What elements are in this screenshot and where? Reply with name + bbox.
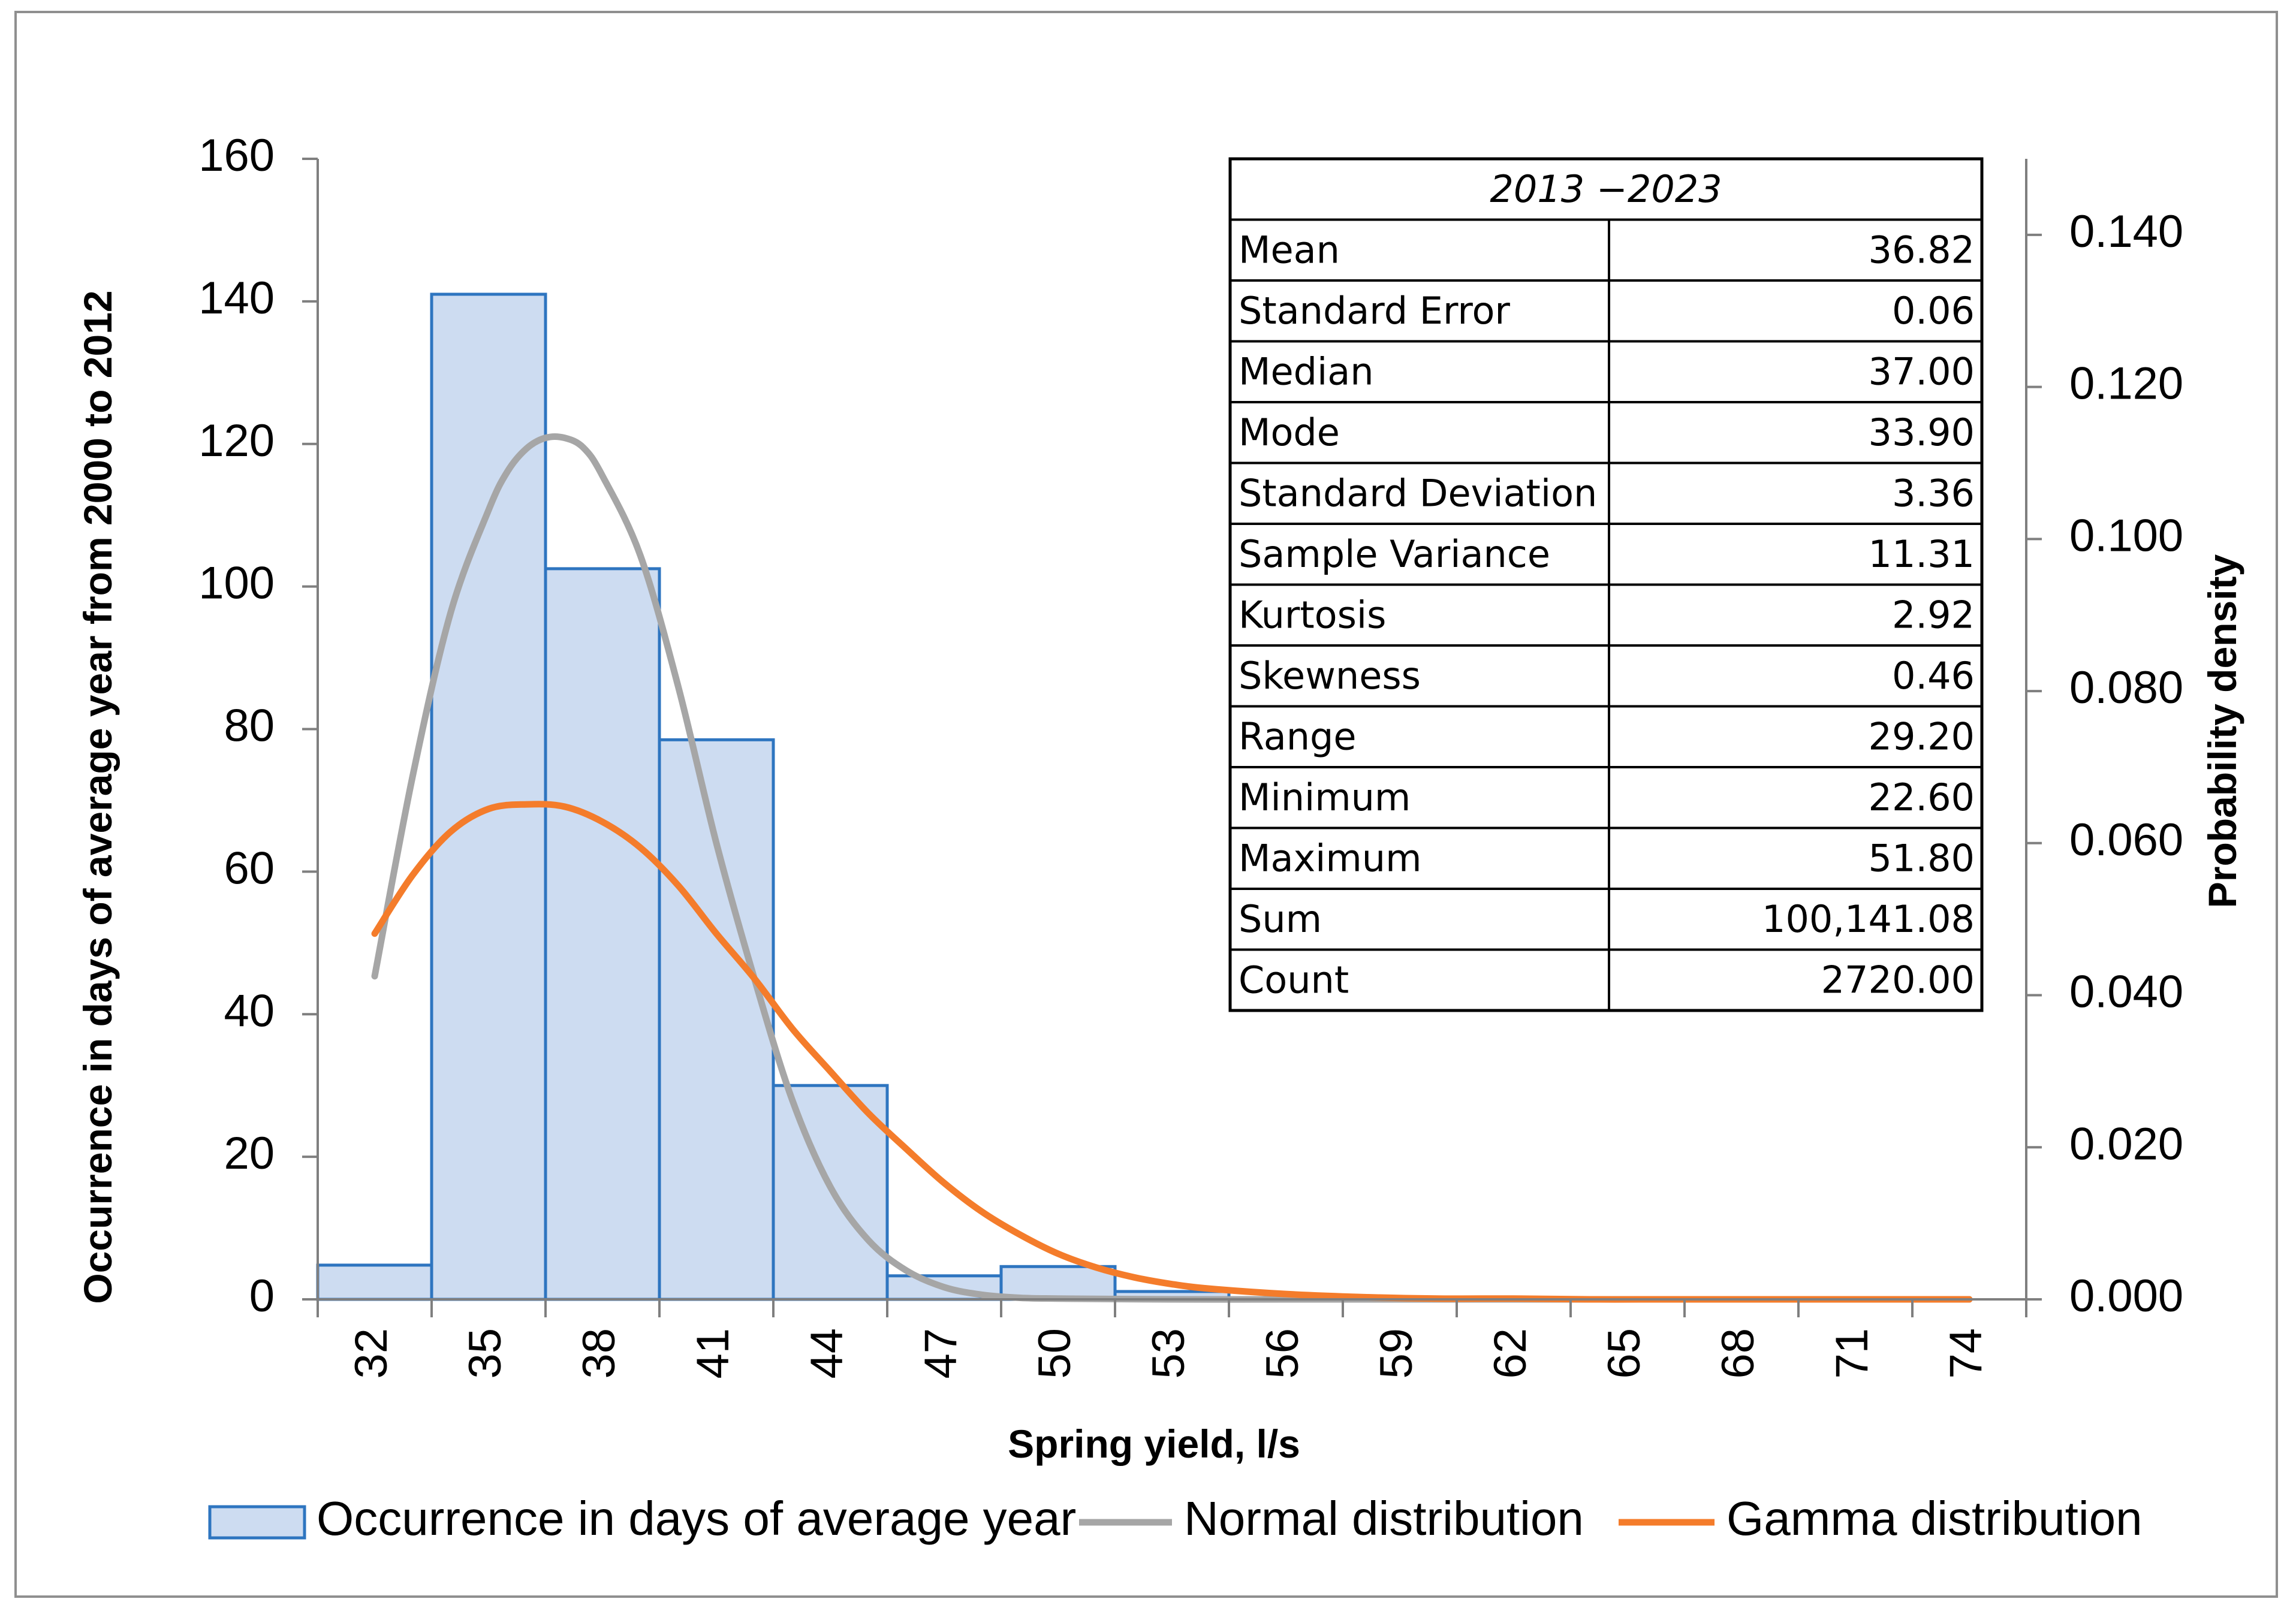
histogram-bar-41 xyxy=(658,738,775,1301)
stats-label: Maximum xyxy=(1239,836,1422,880)
stats-value: 0.06 xyxy=(1892,289,1975,333)
stats-label: Median xyxy=(1239,349,1374,393)
stats-table-title: 2013 −2023 xyxy=(1490,167,1722,211)
stats-label: Standard Deviation xyxy=(1239,471,1597,515)
histogram-bar-32 xyxy=(316,1263,433,1301)
y2-tick-label: 0.100 xyxy=(2069,510,2183,561)
stats-value: 2720.00 xyxy=(1821,958,1975,1001)
y-tick-labels: 0 20 40 60 80 100 120 140 160 xyxy=(198,130,275,1322)
y2-tick-label: 0.020 xyxy=(2069,1118,2183,1169)
stats-value: 3.36 xyxy=(1892,471,1975,515)
x-tick-labels: 32 35 38 41 44 47 50 53 56 59 62 65 68 71 74 xyxy=(346,1328,1991,1379)
stats-value: 100,141.08 xyxy=(1762,897,1975,941)
y2-tick-label: 0.140 xyxy=(2069,206,2183,257)
y-tick-label: 160 xyxy=(198,130,275,181)
stats-label: Sample Variance xyxy=(1239,532,1550,576)
x-tick-label: 68 xyxy=(1713,1328,1764,1379)
stats-label: Mode xyxy=(1239,411,1340,454)
y-tick-label: 0 xyxy=(249,1271,275,1322)
legend-label-histogram: Occurrence in days of average year xyxy=(317,1492,1076,1545)
stats-label: Sum xyxy=(1239,897,1322,941)
stats-label: Range xyxy=(1239,714,1357,758)
y2-tick-label: 0.000 xyxy=(2069,1271,2183,1322)
stats-label: Standard Error xyxy=(1239,289,1510,333)
stats-value: 0.46 xyxy=(1892,654,1975,698)
stats-value: 51.80 xyxy=(1869,836,1975,880)
histogram-bars xyxy=(316,292,1231,1301)
stats-value: 11.31 xyxy=(1869,532,1975,576)
y-tick-label: 80 xyxy=(224,701,275,752)
x-tick-label: 65 xyxy=(1599,1328,1650,1379)
stats-label: Skewness xyxy=(1239,654,1421,698)
y-axis-title: Occurrence in days of average year from … xyxy=(76,290,120,1304)
y-tick-label: 140 xyxy=(198,273,275,324)
y2-tick-label: 0.040 xyxy=(2069,967,2183,1018)
y-tick-label: 20 xyxy=(224,1128,275,1179)
stats-label: Minimum xyxy=(1239,776,1411,819)
y-tick-label: 100 xyxy=(198,558,275,609)
stats-label: Count xyxy=(1239,958,1349,1001)
x-tick-label: 44 xyxy=(802,1328,852,1379)
stats-label: Kurtosis xyxy=(1239,593,1386,636)
x-tick-label: 38 xyxy=(574,1328,625,1379)
x-tick-label: 53 xyxy=(1143,1328,1194,1379)
stats-value: 37.00 xyxy=(1869,349,1975,393)
x-tick-label: 32 xyxy=(346,1328,397,1379)
x-tick-label: 71 xyxy=(1827,1328,1878,1379)
stats-value: 36.82 xyxy=(1869,228,1975,271)
legend: Occurrence in days of average year Normal… xyxy=(208,1492,2143,1545)
y2-axis-title: Probability density xyxy=(2200,554,2244,908)
statistics-table: 2013 −2023 Mean 36.82 Standard Error 0.06 Med… xyxy=(1228,157,1984,1012)
histogram-bar-38 xyxy=(544,567,661,1301)
chart-frame xyxy=(14,11,2278,1598)
axes xyxy=(302,158,2042,1317)
stats-value: 33.90 xyxy=(1869,411,1975,454)
x-tick-label: 74 xyxy=(1941,1328,1991,1379)
x-tick-label: 35 xyxy=(460,1328,511,1379)
y2-tick-label: 0.080 xyxy=(2069,662,2183,713)
legend-label-normal: Normal distribution xyxy=(1184,1492,1584,1545)
x-axis-title: Spring yield, l/s xyxy=(1008,1422,1300,1466)
stats-label: Mean xyxy=(1239,228,1340,271)
y2-tick-label: 0.060 xyxy=(2069,814,2183,865)
y-tick-label: 120 xyxy=(198,415,275,466)
x-tick-label: 50 xyxy=(1029,1328,1080,1379)
y2-tick-label: 0.120 xyxy=(2069,358,2183,409)
x-tick-label: 47 xyxy=(915,1328,966,1379)
stats-value: 22.60 xyxy=(1869,776,1975,819)
histogram-bar-50 xyxy=(999,1265,1117,1301)
x-tick-label: 59 xyxy=(1371,1328,1422,1379)
legend-swatch-histogram xyxy=(208,1505,306,1540)
stats-value: 2.92 xyxy=(1892,593,1975,636)
x-tick-label: 41 xyxy=(688,1328,739,1379)
x-tick-label: 62 xyxy=(1485,1328,1536,1379)
y2-tick-labels: 0.000 0.020 0.040 0.060 0.080 0.100 0.120 0.140 xyxy=(2069,206,2183,1322)
stats-value: 29.20 xyxy=(1869,714,1975,758)
legend-label-gamma: Gamma distribution xyxy=(1726,1492,2143,1545)
y-tick-label: 60 xyxy=(224,843,275,894)
y-tick-label: 40 xyxy=(224,985,275,1036)
x-tick-label: 56 xyxy=(1257,1328,1308,1379)
